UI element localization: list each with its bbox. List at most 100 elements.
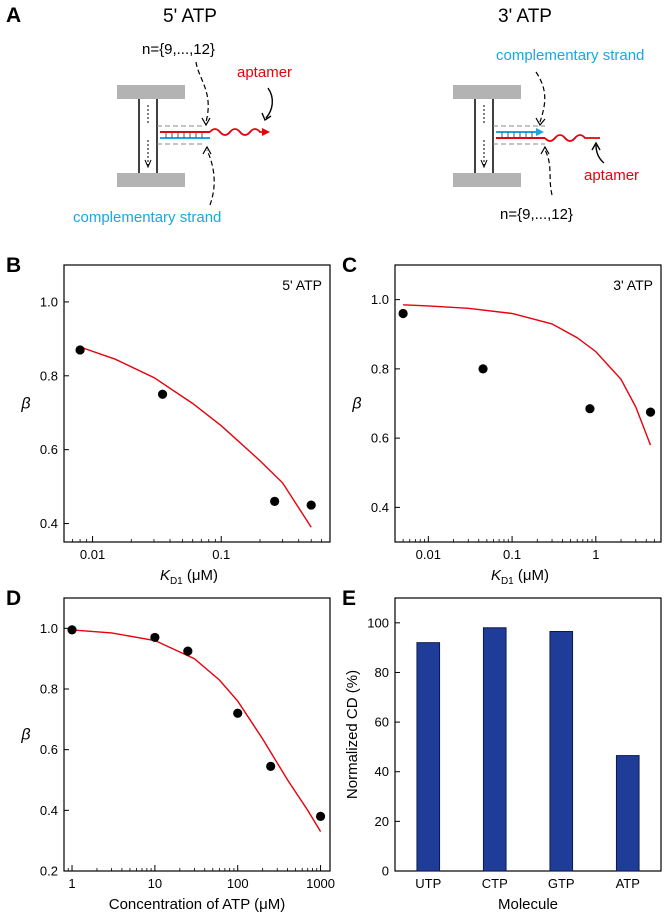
left-top-plate [117,85,185,99]
left-complementary-label: complementary strand [73,209,221,226]
y-tick-label: 0.6 [371,431,389,446]
y-tick-label: 0.4 [371,500,389,515]
data-point [585,404,595,414]
y-tick-label: 1.0 [40,294,58,309]
inset-label: 5' ATP [282,277,322,293]
bar-utp [416,642,441,872]
left-comp-arrow [206,149,215,206]
left-bottom-plate [117,173,185,187]
x-tick-label: 0.01 [80,547,105,562]
data-point [398,308,408,319]
y-tick-label: 0.6 [40,442,58,457]
x-tick-label: ATP [616,876,640,891]
right-complementary-arrowhead [536,128,544,136]
data-point [266,761,276,771]
right-bottom-plate [453,173,521,187]
x-axis-label: KD1 (μM) [491,567,549,587]
chart-c: 0.4 0.6 0.8 1.0 0.01 0.1 1 β KD1 (μM) 3' ATP [351,264,662,587]
x-tick-label: 10 [148,876,162,891]
right-n-arrow [544,149,553,196]
x-axis-label-main: K [160,567,171,584]
x-axis-label-main: K [491,567,502,584]
bar-gtp [549,631,574,872]
plot-frame [394,264,662,543]
right-pore-arrow [480,159,488,169]
left-n-label: n={9,...,12} [142,41,215,58]
fit-curve [71,629,322,832]
left-aptamer-label: aptamer [237,64,292,81]
right-comp-arrow [535,71,546,123]
x-axis-label: Molecule [498,896,558,913]
left-schematic [117,61,273,206]
y-axis-label: Normalized CD (%) [344,670,361,799]
right-aptamer-label: aptamer [584,167,639,184]
plot-frame [63,264,331,543]
y-tick-label: 0.4 [40,516,58,531]
y-tick-label: 0.6 [40,742,58,757]
data-point [183,646,193,656]
x-axis-label: Concentration of ATP (μM) [109,896,286,913]
chart-e: 0 20 40 60 80 100 UTP CTP GTP ATP Normalized CD (%… [344,597,662,913]
left-n-arrow [195,61,209,123]
y-tick-label: 0.8 [40,682,58,697]
y-tick-label: 1.0 [371,292,389,307]
x-tick-label: GTP [548,876,575,891]
y-axis-label: β [20,396,30,413]
inset-label: 3' ATP [613,277,653,293]
x-tick-label: 0.01 [416,547,441,562]
x-axis-label: KD1 (μM) [160,567,218,587]
data-point [306,500,316,510]
x-axis-label-sub: D1 [170,576,183,587]
data-point [270,496,280,506]
x-tick-label: 1 [592,547,599,562]
right-n-arrowhead [540,145,550,155]
right-aptamer-pointer [595,144,605,164]
y-tick-label: 80 [375,665,389,680]
left-aptamer-tail [209,128,265,136]
bar-atp [615,755,640,872]
x-tick-label: 1000 [306,876,335,891]
chart-d: 0.2 0.4 0.6 0.8 1.0 1 10 100 1000 β Concentration … [20,597,335,913]
y-tick-label: 0.2 [40,864,58,879]
y-tick-label: 0 [382,864,389,879]
panel-d-letter: D [6,587,21,610]
y-tick-label: 20 [375,814,389,829]
data-point [157,389,168,399]
plot-frame [63,597,331,872]
data-point [233,708,243,718]
x-axis-label-unit: (μM) [514,567,549,584]
right-base-pair-ticks [501,132,533,138]
y-tick-label: 0.8 [371,361,389,376]
left-aptamer-pointer [265,87,273,119]
panel-a-letter: A [6,4,21,27]
x-tick-label: 100 [227,876,249,891]
left-comp-arrowhead [202,145,212,155]
left-aptamer-arrowhead [262,128,270,136]
y-tick-label: 0.4 [40,803,58,818]
right-schematic-title: 3' ATP [498,6,552,27]
data-point [150,632,160,643]
y-tick-label: 100 [367,615,389,630]
chart-b: 0.4 0.6 0.8 1.0 0.01 0.1 β KD1 (μM) 5' ATP [20,264,331,587]
left-base-pair-ticks [165,132,203,138]
data-point [75,345,85,355]
plot-frame [394,597,662,872]
right-schematic [453,71,605,196]
x-axis-label-unit: (μM) [183,567,218,584]
panel-e-letter: E [342,587,356,610]
x-tick-label: 0.1 [212,547,230,562]
x-tick-label: UTP [415,876,441,891]
right-aptamer-pointer-head [591,141,601,151]
data-point [645,407,656,417]
left-pore-arrow [144,159,152,169]
right-complementary-label: complementary strand [496,47,644,64]
left-n-arrowhead [201,117,211,127]
right-comp-arrowhead [535,117,546,127]
y-tick-label: 40 [375,764,389,779]
x-axis-label-sub: D1 [501,576,514,587]
y-tick-label: 60 [375,715,389,730]
right-top-plate [453,85,521,99]
fit-curve [79,346,312,528]
fit-curve [403,304,652,446]
y-tick-label: 0.8 [40,368,58,383]
